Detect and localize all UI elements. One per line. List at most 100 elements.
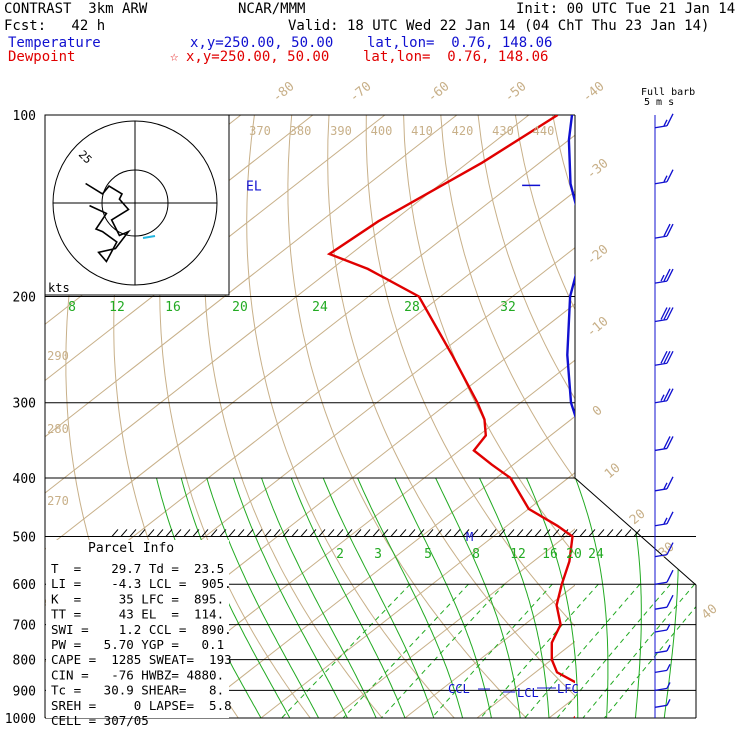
hatch-mark (363, 529, 371, 537)
hatch-mark (309, 529, 317, 537)
hatch-mark (552, 529, 560, 537)
hatch-mark (165, 529, 173, 537)
moist-adiabat (598, 478, 642, 718)
wind-barb-flag (666, 113, 674, 127)
hatch-mark (390, 529, 398, 537)
wind-barb-flag (660, 274, 665, 282)
isotherm-label: -30 (584, 156, 612, 183)
hatch-mark (138, 529, 146, 537)
theta-e-label: 12 (109, 300, 125, 315)
isotherm-label: 10 (602, 461, 624, 483)
isotherm (45, 134, 575, 550)
hatch-mark (192, 529, 200, 537)
theta-label: 400 (371, 124, 393, 138)
hatch-mark (516, 529, 524, 537)
wind-barb (654, 523, 668, 527)
isotherm-label: -40 (580, 79, 608, 106)
dry-adiabat (246, 115, 455, 718)
isotherm (693, 115, 740, 718)
hatch-mark (336, 529, 344, 537)
hatch-mark (246, 529, 254, 537)
wind-barb-flag (666, 436, 674, 449)
theta-e-label: 24 (312, 300, 328, 315)
wind-barb (654, 125, 668, 129)
parcel-info-box (46, 540, 229, 718)
isotherm-label: 40 (699, 602, 721, 624)
theta-e-label: 28 (404, 300, 420, 315)
mixing-ratio-label: 3 (374, 547, 382, 562)
dry-adiabat (702, 115, 740, 718)
wind-barb-flag (666, 644, 671, 652)
theta-label: 420 (452, 124, 474, 138)
mixing-ratio-line (480, 583, 599, 718)
pressure-label: 600 (13, 578, 36, 593)
wind-barb-flag (663, 223, 671, 237)
wind-barb-flag (666, 594, 674, 608)
wind-barb-flag (666, 699, 671, 706)
hatch-mark (129, 529, 137, 537)
isotherm (476, 640, 575, 718)
mixing-ratio-label: 8 (472, 547, 480, 562)
hatch-mark (291, 529, 299, 537)
moist-adiabat (239, 478, 377, 718)
theta-label: 370 (249, 124, 271, 138)
isotherm (548, 697, 575, 718)
wind-barb-flag (663, 517, 668, 525)
theta-label: 410 (411, 124, 433, 138)
pressure-label: 900 (13, 684, 36, 699)
hatch-mark (543, 529, 551, 537)
wind-barb (654, 280, 668, 284)
parcel-info-row: K = 35 LFC = 895. (51, 591, 224, 606)
hatch-mark (219, 529, 227, 537)
parcel-info-row: CAPE = 1285 SWEAT= 193 (51, 652, 232, 667)
isotherm (45, 115, 458, 438)
temperature-legend-label: Temperature (8, 35, 101, 51)
wind-barb (654, 447, 668, 452)
wind-barb-flag (666, 511, 674, 525)
isotherm (621, 115, 740, 718)
hatch-mark (399, 529, 407, 537)
moist-adiabat (213, 478, 348, 718)
mixing-ratio-label: 2 (336, 547, 344, 562)
mixing-ratio-line (582, 583, 695, 718)
parcel-info-row: CIN = -76 HWBZ= 4880. (51, 667, 224, 682)
hatch-mark (489, 529, 497, 537)
dry-adiabat (552, 115, 575, 204)
hatch-mark (345, 529, 353, 537)
pressure-label: 100 (13, 109, 36, 124)
wind-barb-flag (666, 542, 674, 555)
isotherm (45, 115, 386, 382)
theta-label: 280 (47, 422, 69, 436)
hatch-mark (264, 529, 272, 537)
wind-barb (654, 606, 668, 610)
pressure-label: 700 (13, 619, 36, 634)
wind-barb (654, 362, 668, 366)
parcel-info-row: LI = -4.3 LCL = 905. (51, 576, 232, 591)
isotherm-label: -60 (425, 79, 453, 106)
isotherm (260, 472, 575, 718)
parcel-info-row: SWI = 1.2 CCL = 890. (51, 622, 232, 637)
wind-barb-flag (663, 436, 671, 449)
pressure-label: 500 (13, 530, 36, 545)
moist-adiabat (543, 478, 609, 718)
wind-barb (654, 650, 668, 654)
lfc-label: LFC (557, 682, 579, 696)
theta-e-label: 20 (232, 300, 248, 315)
parcel-info-row: TT = 43 EL = 114. (51, 607, 224, 622)
theta-label: 430 (492, 124, 514, 138)
dry-adiabat (327, 115, 575, 697)
moist-adiabat (296, 478, 435, 718)
hatch-mark (318, 529, 326, 537)
theta-e-label: 16 (165, 300, 181, 315)
hatch-mark (372, 529, 380, 537)
hatch-mark (426, 529, 434, 537)
isotherm-label: 30 (656, 540, 678, 562)
el-label: EL (246, 179, 262, 194)
moist-adiabat (164, 478, 291, 718)
mixing-ratio-line (380, 583, 505, 718)
hatch-mark (615, 529, 623, 537)
hatch-mark (579, 529, 587, 537)
forecast-hour: Fcst: 42 h (4, 18, 106, 34)
isotherm-label: 20 (627, 507, 649, 529)
